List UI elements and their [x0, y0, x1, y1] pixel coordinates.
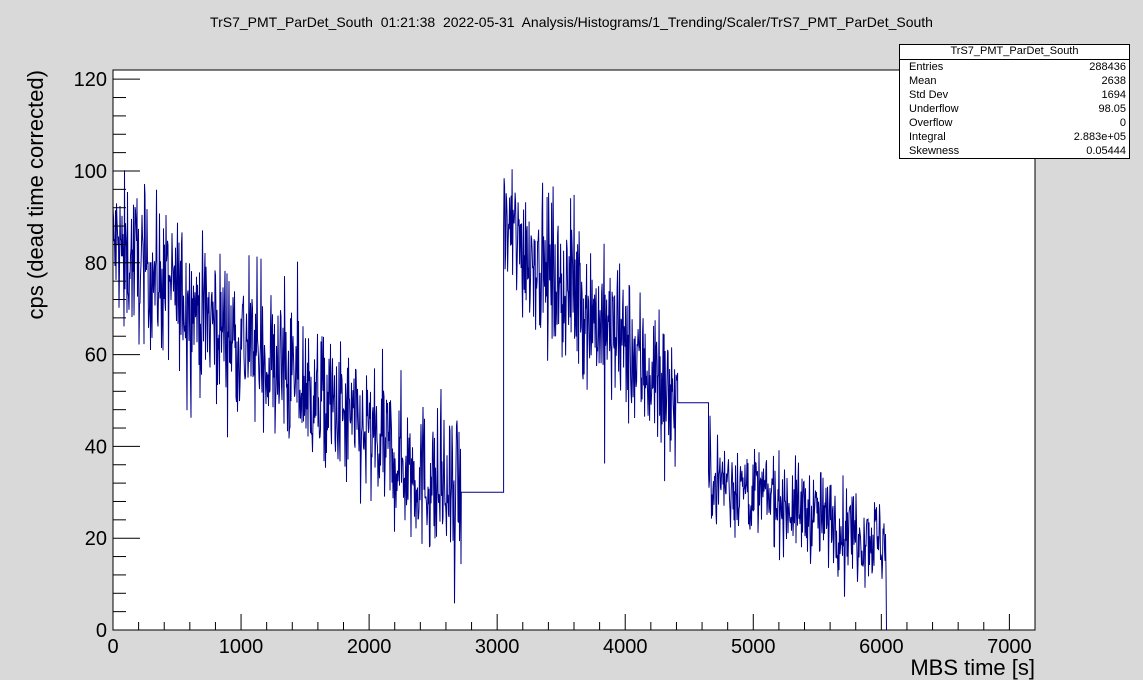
x-tick-label: 4000	[603, 636, 648, 658]
stats-label: Underflow	[909, 103, 959, 115]
y-tick-label: 120	[74, 69, 107, 91]
stats-title: TrS7_PMT_ParDet_South	[900, 45, 1129, 60]
x-axis-label: MBS time [s]	[910, 655, 1035, 680]
stats-row: Overflow 0	[900, 116, 1129, 130]
x-tick-label: 7000	[987, 636, 1032, 658]
stats-label: Mean	[909, 75, 937, 87]
series-line	[112, 169, 1035, 631]
stats-box: TrS7_PMT_ParDet_South Entries 288436 Mean 2…	[899, 44, 1130, 159]
x-tick-label: 1000	[219, 636, 264, 658]
stats-row: Skewness 0.05444	[900, 144, 1129, 158]
x-tick-label: 0	[107, 636, 118, 658]
y-axis-label: cps (dead time corrected)	[23, 70, 48, 319]
y-tick-label: 80	[85, 253, 107, 275]
stats-label: Entries	[909, 61, 944, 73]
stats-row: Mean 2638	[900, 74, 1129, 88]
stats-value: 0	[1119, 117, 1126, 129]
stats-label: Std Dev	[909, 89, 949, 101]
x-tick-label: 3000	[475, 636, 520, 658]
y-tick-label: 100	[74, 161, 107, 183]
stats-row: Underflow 98.05	[900, 102, 1129, 116]
data-series	[112, 169, 1035, 631]
ticks	[112, 78, 1036, 631]
stats-label: Skewness	[909, 145, 960, 157]
stats-label: Overflow	[909, 117, 953, 129]
stats-value: 98.05	[1098, 103, 1126, 115]
stats-row: Entries 288436	[900, 60, 1129, 74]
y-tick-label: 40	[85, 436, 107, 458]
chart-title: TrS7_PMT_ParDet_South 01:21:38 2022-05-3…	[210, 14, 933, 30]
x-tick-label: 6000	[859, 636, 904, 658]
stats-row: Integral 2.883e+05	[900, 130, 1129, 144]
stats-value: 0.05444	[1086, 145, 1126, 157]
stats-value: 1694	[1101, 89, 1126, 101]
y-tick-label: 20	[85, 528, 107, 550]
stats-row: Std Dev 1694	[900, 88, 1129, 102]
y-tick-label: 0	[96, 620, 107, 642]
stats-rows: Entries 288436 Mean 2638 Std Dev 1694 Underflo…	[900, 60, 1129, 158]
stats-value: 2.883e+05	[1073, 131, 1126, 143]
x-tick-label: 5000	[731, 636, 776, 658]
stats-label: Integral	[909, 131, 946, 143]
x-tick-label: 2000	[347, 636, 392, 658]
y-tick-label: 60	[85, 345, 107, 367]
stats-value: 2638	[1101, 75, 1126, 87]
tick-labels: 0 1000 2000 3000 4000 5000 6000 7000 0 20 40 60 80 10…	[74, 69, 1032, 658]
stats-value: 288436	[1089, 61, 1126, 73]
plot-area	[113, 70, 1035, 630]
